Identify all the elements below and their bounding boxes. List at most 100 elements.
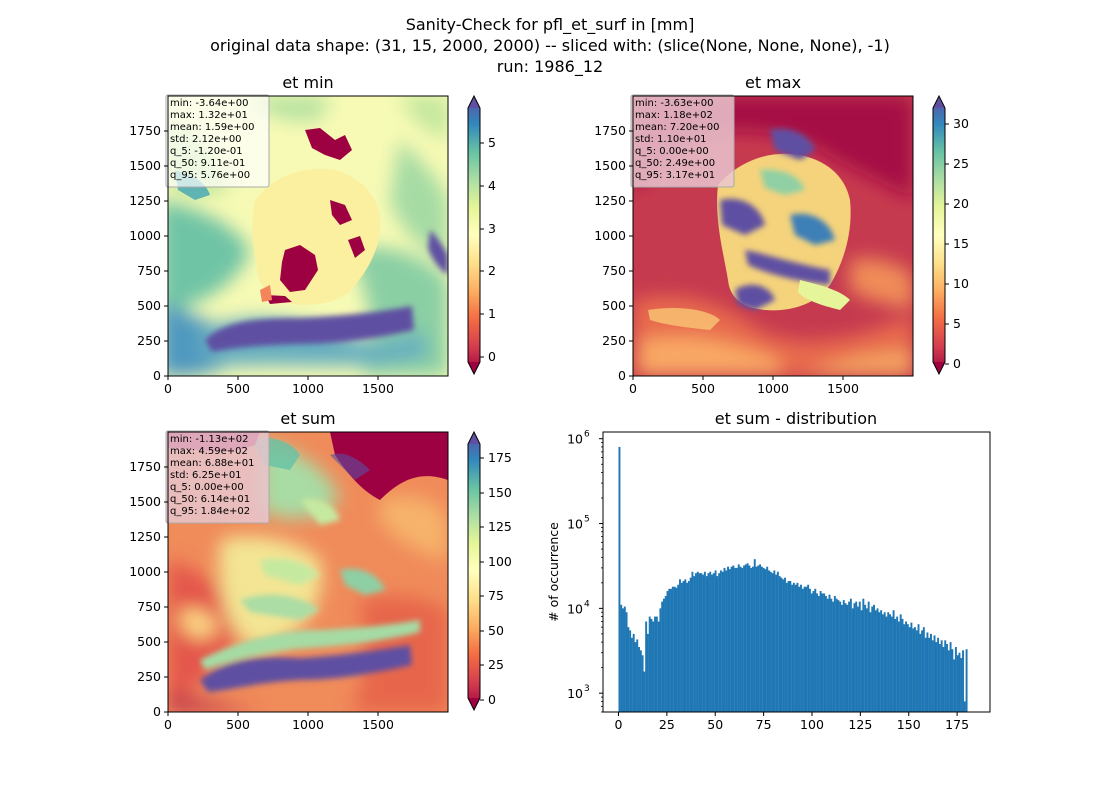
y-tick-label: 1750 [594, 123, 626, 138]
histogram-bar [851, 608, 854, 712]
histogram-bar [654, 616, 657, 712]
histogram-bar [627, 627, 630, 712]
histogram-bar [723, 567, 726, 712]
histogram-bar [638, 647, 640, 712]
histogram-bar [764, 569, 767, 712]
axes-frame-histogram [602, 431, 991, 713]
histogram-bar [821, 593, 824, 712]
colorbar-tick-label: 0 [953, 356, 961, 371]
histogram-bar [752, 566, 754, 712]
histogram-bar [814, 588, 817, 712]
histogram-bar [759, 564, 762, 712]
x-tick-label: 0 [164, 381, 172, 396]
histogram-bar [630, 637, 633, 712]
y-tick-labels-et-sum: 0 250 500 750 1000 1250 1500 1750 [129, 459, 168, 719]
histogram-bar [721, 571, 724, 712]
histogram-bar [930, 633, 932, 712]
histogram-bar [855, 601, 858, 712]
y-tick-label: 750 [602, 263, 626, 278]
histogram-bar [741, 567, 744, 712]
histogram-bar [835, 598, 838, 712]
histogram-bar [830, 598, 833, 712]
histogram-bar [707, 573, 710, 712]
histogram-bar [890, 616, 893, 712]
histogram-bar [714, 570, 717, 712]
histogram-bar [784, 577, 786, 712]
histogram-bar [908, 627, 911, 712]
histogram-bar [711, 574, 713, 712]
heatmap-et-max [633, 96, 913, 376]
histogram-bar [938, 644, 941, 712]
panel-et-max: et max min: -3.63e+00 [594, 73, 969, 396]
histogram-bar [946, 644, 948, 712]
histogram-bar [924, 637, 927, 712]
y-tick-label: 1250 [594, 193, 626, 208]
histogram-y-axis-label: # of occurrence [546, 522, 561, 622]
histogram-bar [778, 576, 781, 712]
histogram-bar [785, 582, 788, 712]
histogram-bar [760, 566, 763, 712]
histogram-bar [892, 610, 895, 712]
colorbar-tick-label: 2 [488, 263, 496, 278]
histogram-bar [719, 570, 722, 712]
stats-et-sum-q5: q_5: 0.00e+00 [170, 482, 244, 493]
histogram-bar [698, 573, 701, 712]
stats-et-min-min: min: -3.64e+00 [170, 98, 249, 109]
histogram-bar [880, 610, 883, 712]
figure-suptitle-line-3: run: 1986_12 [497, 57, 603, 77]
histogram-bar [848, 601, 851, 712]
y-tick-label: 750 [137, 263, 161, 278]
y-tick-label-base: 10 [567, 601, 583, 616]
x-tick-label: 175 [945, 717, 969, 732]
panel-title-et-sum: et sum [280, 409, 335, 428]
y-tick-label: 250 [137, 333, 161, 348]
colorbar-et-min [467, 94, 481, 376]
histogram-bar [677, 584, 680, 712]
x-tick-label: 0 [615, 717, 623, 732]
figure-suptitle-line-2: original data shape: (31, 15, 2000, 2000… [210, 36, 890, 55]
histogram-bar [732, 565, 735, 712]
histogram-bar [917, 624, 920, 712]
histogram-bar [728, 569, 731, 712]
histogram-bar [816, 593, 819, 712]
colorbar-tick-label: 100 [488, 554, 512, 569]
histogram-bar [666, 591, 669, 712]
histogram-bar [639, 650, 642, 712]
histogram-bar [881, 614, 884, 712]
histogram-bar [787, 581, 790, 712]
x-tick-label: 150 [897, 717, 921, 732]
histogram-bar [661, 601, 664, 712]
colorbar-tick-label: 25 [488, 657, 504, 672]
colorbar-tick-label: 50 [488, 623, 504, 638]
histogram-bar [739, 566, 742, 712]
histogram-bar [689, 577, 692, 712]
histogram-bar [735, 567, 738, 712]
y-tick-label: 1250 [129, 193, 161, 208]
histogram-bar [860, 610, 863, 712]
histogram-bar [703, 571, 706, 712]
histogram-bar [769, 571, 772, 712]
histogram-bar [889, 614, 891, 712]
histogram-bar [791, 584, 794, 712]
stats-et-sum-q95: q_95: 1.84e+02 [170, 506, 250, 517]
histogram-bar [792, 582, 795, 712]
x-tick-label: 0 [629, 381, 637, 396]
histogram-bar [700, 573, 703, 712]
colorbar-tick-label: 0 [488, 692, 496, 707]
histogram-bar [618, 446, 621, 712]
x-tick-label: 125 [848, 717, 872, 732]
histogram-bar [753, 559, 756, 712]
x-tick-label: 1500 [362, 717, 394, 732]
histogram-bar [800, 584, 802, 712]
histogram-bar [878, 612, 881, 712]
y-tick-label: 250 [137, 669, 161, 684]
histogram-bar [796, 582, 799, 712]
histogram-bar [956, 655, 959, 712]
x-tick-label: 25 [659, 717, 675, 732]
y-tick-label: 1250 [129, 529, 161, 544]
histogram-bar [691, 571, 694, 712]
histogram-bar [901, 618, 904, 712]
histogram-bar [782, 579, 785, 712]
y-tick-label: 0 [153, 368, 161, 383]
histogram-bar [837, 600, 840, 712]
